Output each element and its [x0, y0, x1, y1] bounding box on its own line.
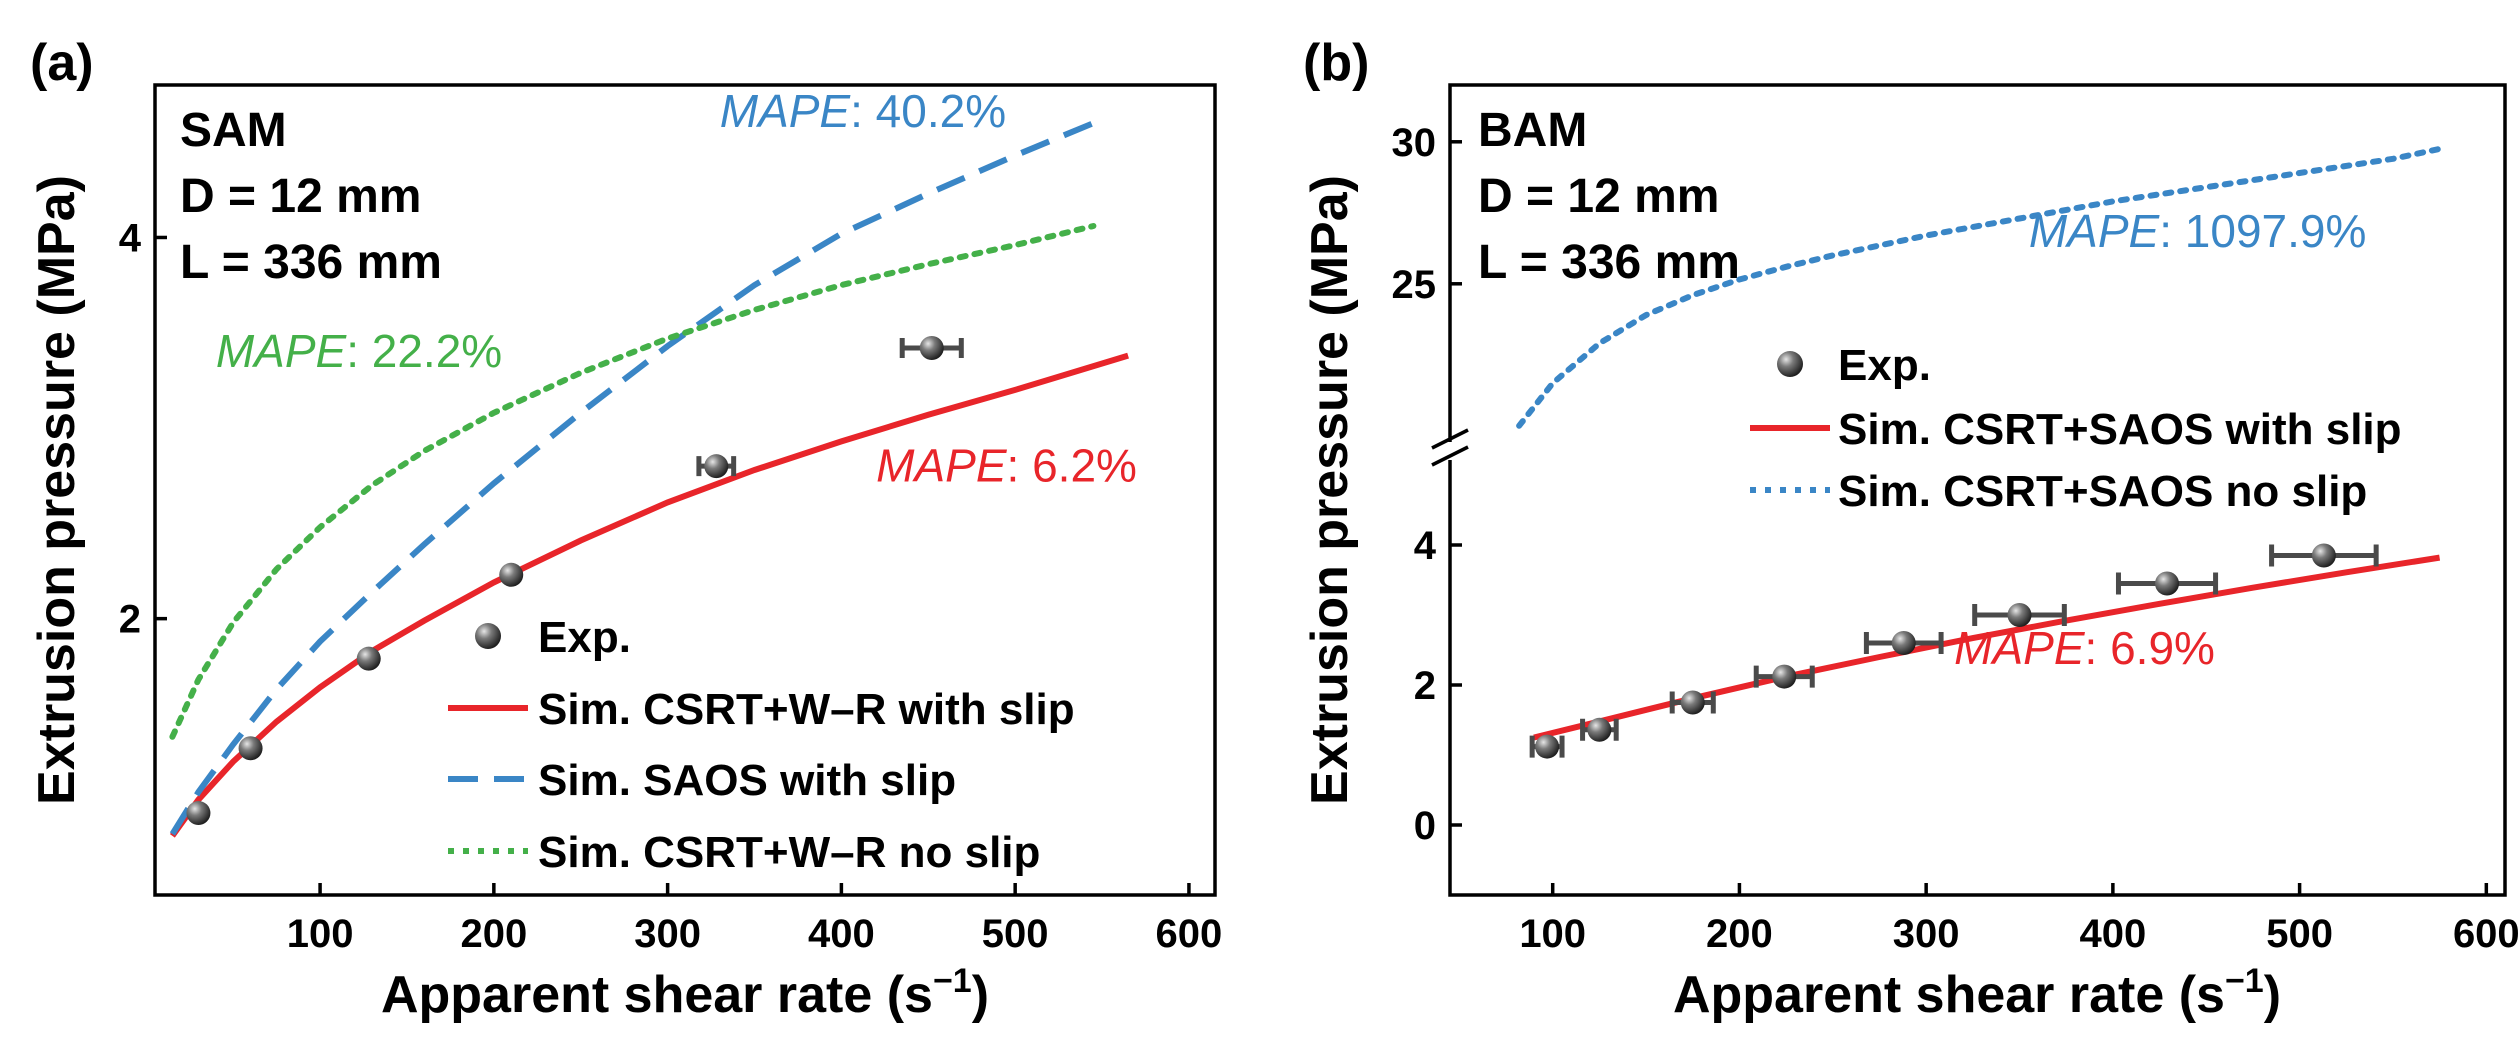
panel-label-a: (a) — [30, 34, 94, 92]
panel-a-info-sample: SAM — [180, 104, 287, 157]
data-point-b-8 — [2311, 543, 2336, 568]
mape-annotation-b-1: MAPE: 1097.9% — [2029, 205, 2367, 257]
mape-annotation-b-2: MAPE: 6.9% — [1954, 622, 2215, 674]
panel-a-data-points — [186, 336, 964, 826]
x-tick-label-b-400: 400 — [2080, 912, 2147, 956]
panel-b-y-ticks: 0 2 4 25 30 — [1392, 121, 1462, 848]
y-tick-label-b-30: 30 — [1392, 121, 1437, 165]
x-tick-label-b-500: 500 — [2266, 912, 2333, 956]
panel-b-axis-break-mark-1 — [1431, 428, 1469, 450]
chart-panel-a: (a) 100 200 300 400 500 600 24 Apparent shear… — [28, 34, 1222, 1024]
x-tick-label-b-300: 300 — [1893, 912, 1960, 956]
panel-b-info-diameter: D = 12 mm — [1478, 170, 1719, 223]
data-point-b-1 — [1535, 734, 1560, 759]
panel-b-x-axis-title: Apparent shear rate (s−1) — [1673, 962, 2281, 1024]
panel-b-plot-frame — [1448, 83, 2507, 897]
legend-a-exp-label: Exp. — [538, 613, 631, 662]
panel-b-x-ticks: 100 200 300 400 500 600 — [1519, 883, 2519, 956]
data-point-a-3 — [356, 646, 381, 671]
x-tick-label-a-600: 600 — [1156, 912, 1223, 956]
chart-panel-b: (b) 100 200 300 400 500 600 0 2 4 25 30 Apparent … — [1301, 34, 2519, 1024]
panel-b-info-length: L = 336 mm — [1478, 236, 1740, 289]
legend-b-exp-marker — [1777, 351, 1803, 377]
panel-b-data-points — [1529, 543, 2379, 759]
y-tick-label-b-4: 4 — [1414, 524, 1437, 568]
x-tick-label-a-100: 100 — [287, 912, 354, 956]
y-tick-label-b-25: 25 — [1392, 263, 1437, 307]
x-tick-label-a-200: 200 — [460, 912, 527, 956]
panel-b-y-axis-title: Extrusion pressure (MPa) — [1301, 175, 1359, 805]
legend-a-exp-marker — [475, 623, 501, 649]
panel-b-axis-break-mark-2 — [1431, 445, 1469, 467]
legend-a-label-1: Sim. CSRT+W–R with slip — [538, 685, 1075, 734]
data-point-b-4 — [1772, 664, 1797, 689]
panel-a-mape-annotations: MAPE: 40.2% MAPE: 22.2% MAPE: 6.2% — [216, 85, 1137, 491]
x-tick-label-b-600: 600 — [2453, 912, 2519, 956]
panel-a-plot-frame — [153, 83, 1217, 897]
data-point-a-4 — [499, 562, 524, 587]
legend-b-label-1: Sim. CSRT+SAOS with slip — [1838, 405, 2402, 454]
series-line-b-1 — [1533, 554, 2441, 741]
data-point-b-3 — [1680, 690, 1705, 715]
panel-b-mape-annotations: MAPE: 1097.9% MAPE: 6.9% — [1954, 205, 2366, 674]
mape-annotation-a-1: MAPE: 40.2% — [720, 85, 1006, 137]
panel-b-info-sample: BAM — [1478, 104, 1587, 157]
data-point-b-7 — [2155, 571, 2180, 596]
panel-a-info-length: L = 336 mm — [180, 236, 442, 289]
panel-a-y-axis-title: Extrusion pressure (MPa) — [28, 175, 86, 805]
panel-a-y-ticks: 24 — [119, 216, 167, 642]
y-tick-label-b-2: 2 — [1414, 664, 1436, 708]
panel-label-b: (b) — [1303, 34, 1369, 92]
x-tick-label-a-500: 500 — [982, 912, 1049, 956]
panel-b-series — [1516, 145, 2443, 741]
panel-a-x-ticks: 100 200 300 400 500 600 — [287, 883, 1223, 956]
legend-a-label-3: Sim. CSRT+W–R no slip — [538, 828, 1040, 877]
panel-b-legend: Exp. Sim. CSRT+SAOS with slip Sim. CSRT+… — [1750, 341, 2402, 516]
data-point-a-5 — [704, 454, 729, 479]
data-point-a-1 — [186, 801, 211, 826]
x-tick-label-b-100: 100 — [1519, 912, 1586, 956]
data-point-b-6 — [2007, 603, 2032, 627]
y-tick-label-a-4: 4 — [119, 216, 142, 260]
mape-annotation-a-3: MAPE: 6.2% — [876, 439, 1137, 491]
panel-a-x-axis-title: Apparent shear rate (s−1) — [381, 962, 989, 1024]
panel-a-info-diameter: D = 12 mm — [180, 170, 421, 223]
data-point-b-5 — [1891, 631, 1916, 655]
data-point-b-2 — [1587, 717, 1612, 742]
y-tick-label-b-0: 0 — [1414, 804, 1436, 848]
legend-b-label-2: Sim. CSRT+SAOS no slip — [1838, 467, 2367, 516]
panel-b-axis-break-gap — [1440, 442, 1462, 460]
y-tick-label-a-2: 2 — [119, 598, 141, 642]
series-line-b-2 — [1516, 145, 2443, 429]
legend-b-exp-label: Exp. — [1838, 341, 1931, 390]
mape-annotation-a-2: MAPE: 22.2% — [216, 325, 502, 377]
legend-a-label-2: Sim. SAOS with slip — [538, 756, 956, 805]
series-line-a-3 — [169, 223, 1097, 740]
x-tick-label-b-200: 200 — [1706, 912, 1773, 956]
data-point-a-2 — [238, 736, 263, 761]
x-tick-label-a-400: 400 — [808, 912, 875, 956]
x-tick-label-a-300: 300 — [634, 912, 701, 956]
data-point-a-6 — [919, 336, 944, 361]
series-line-a-2 — [169, 120, 1095, 836]
panel-a-legend: Exp. Sim. CSRT+W–R with slip Sim. SAOS w… — [448, 613, 1075, 877]
